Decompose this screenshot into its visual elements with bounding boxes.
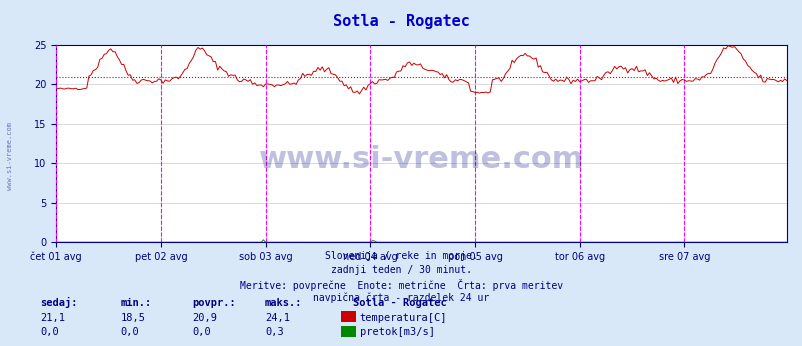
Text: maks.:: maks.: <box>265 298 302 308</box>
Text: Sotla - Rogatec: Sotla - Rogatec <box>353 298 447 308</box>
Text: pretok[m3/s]: pretok[m3/s] <box>359 327 434 337</box>
Text: Sotla - Rogatec: Sotla - Rogatec <box>333 14 469 29</box>
Text: 20,9: 20,9 <box>192 313 217 323</box>
Text: povpr.:: povpr.: <box>192 298 236 308</box>
Text: 0,3: 0,3 <box>265 327 283 337</box>
Text: 0,0: 0,0 <box>120 327 139 337</box>
Text: www.si-vreme.com: www.si-vreme.com <box>6 122 13 190</box>
Text: Slovenija / reke in morje.: Slovenija / reke in morje. <box>325 251 477 261</box>
Text: 24,1: 24,1 <box>265 313 290 323</box>
Text: zadnji teden / 30 minut.: zadnji teden / 30 minut. <box>330 265 472 275</box>
Text: 0,0: 0,0 <box>192 327 211 337</box>
Text: navpična črta - razdelek 24 ur: navpična črta - razdelek 24 ur <box>313 292 489 303</box>
Text: www.si-vreme.com: www.si-vreme.com <box>258 145 584 174</box>
Text: Meritve: povprečne  Enote: metrične  Črta: prva meritev: Meritve: povprečne Enote: metrične Črta:… <box>240 279 562 291</box>
Text: 21,1: 21,1 <box>40 313 65 323</box>
Text: 18,5: 18,5 <box>120 313 145 323</box>
Text: min.:: min.: <box>120 298 152 308</box>
Text: temperatura[C]: temperatura[C] <box>359 313 447 323</box>
Text: 0,0: 0,0 <box>40 327 59 337</box>
Text: sedaj:: sedaj: <box>40 297 78 308</box>
